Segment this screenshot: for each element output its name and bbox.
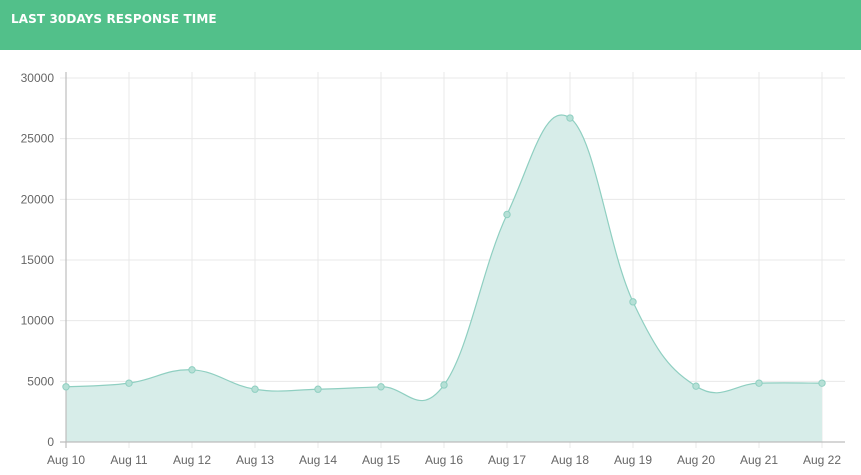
y-tick-label: 30000 bbox=[21, 71, 55, 85]
x-tick-label: Aug 21 bbox=[740, 453, 778, 467]
y-tick-label: 5000 bbox=[27, 374, 54, 388]
x-tick-label: Aug 20 bbox=[677, 453, 715, 467]
x-tick-label: Aug 22 bbox=[803, 453, 841, 467]
data-point bbox=[251, 385, 259, 393]
chart-title: LAST 30DAYS RESPONSE TIME bbox=[11, 12, 217, 26]
data-point bbox=[692, 382, 700, 390]
y-tick-label: 20000 bbox=[21, 192, 55, 206]
data-point bbox=[188, 366, 196, 374]
response-time-chart: 0 5000 10000 15000 20000 25000 30000 Aug 10 Aug … bbox=[21, 71, 845, 467]
data-point bbox=[755, 379, 763, 387]
x-tick-label: Aug 18 bbox=[551, 453, 589, 467]
data-point bbox=[566, 114, 574, 122]
data-point bbox=[629, 298, 637, 306]
x-tick-label: Aug 11 bbox=[110, 453, 147, 467]
y-tick-label: 10000 bbox=[21, 314, 55, 328]
chart-header: LAST 30DAYS RESPONSE TIME bbox=[0, 0, 861, 50]
tick-labels: 0 5000 10000 15000 20000 25000 30000 Aug 10 Aug … bbox=[21, 71, 842, 467]
y-tick-label: 25000 bbox=[21, 132, 55, 146]
x-tick-label: Aug 16 bbox=[425, 453, 463, 467]
x-tick-label: Aug 15 bbox=[362, 453, 400, 467]
data-point bbox=[818, 379, 826, 387]
data-point bbox=[125, 379, 133, 387]
x-tick-label: Aug 12 bbox=[173, 453, 211, 467]
series-line bbox=[65, 114, 823, 402]
y-tick-label: 15000 bbox=[21, 253, 55, 267]
area-layer bbox=[65, 114, 823, 443]
x-tick-label: Aug 13 bbox=[236, 453, 274, 467]
data-point bbox=[62, 383, 70, 391]
data-point bbox=[503, 210, 511, 219]
x-tick-label: Aug 19 bbox=[614, 453, 652, 467]
x-tick-label: Aug 10 bbox=[47, 453, 85, 467]
x-tick-label: Aug 14 bbox=[299, 453, 337, 467]
data-point bbox=[314, 385, 322, 393]
x-tick-label: Aug 17 bbox=[488, 453, 526, 467]
area-fill bbox=[66, 114, 822, 443]
data-points bbox=[62, 114, 826, 393]
data-point bbox=[440, 381, 448, 389]
data-point bbox=[377, 383, 385, 391]
y-tick-label: 0 bbox=[47, 435, 54, 449]
